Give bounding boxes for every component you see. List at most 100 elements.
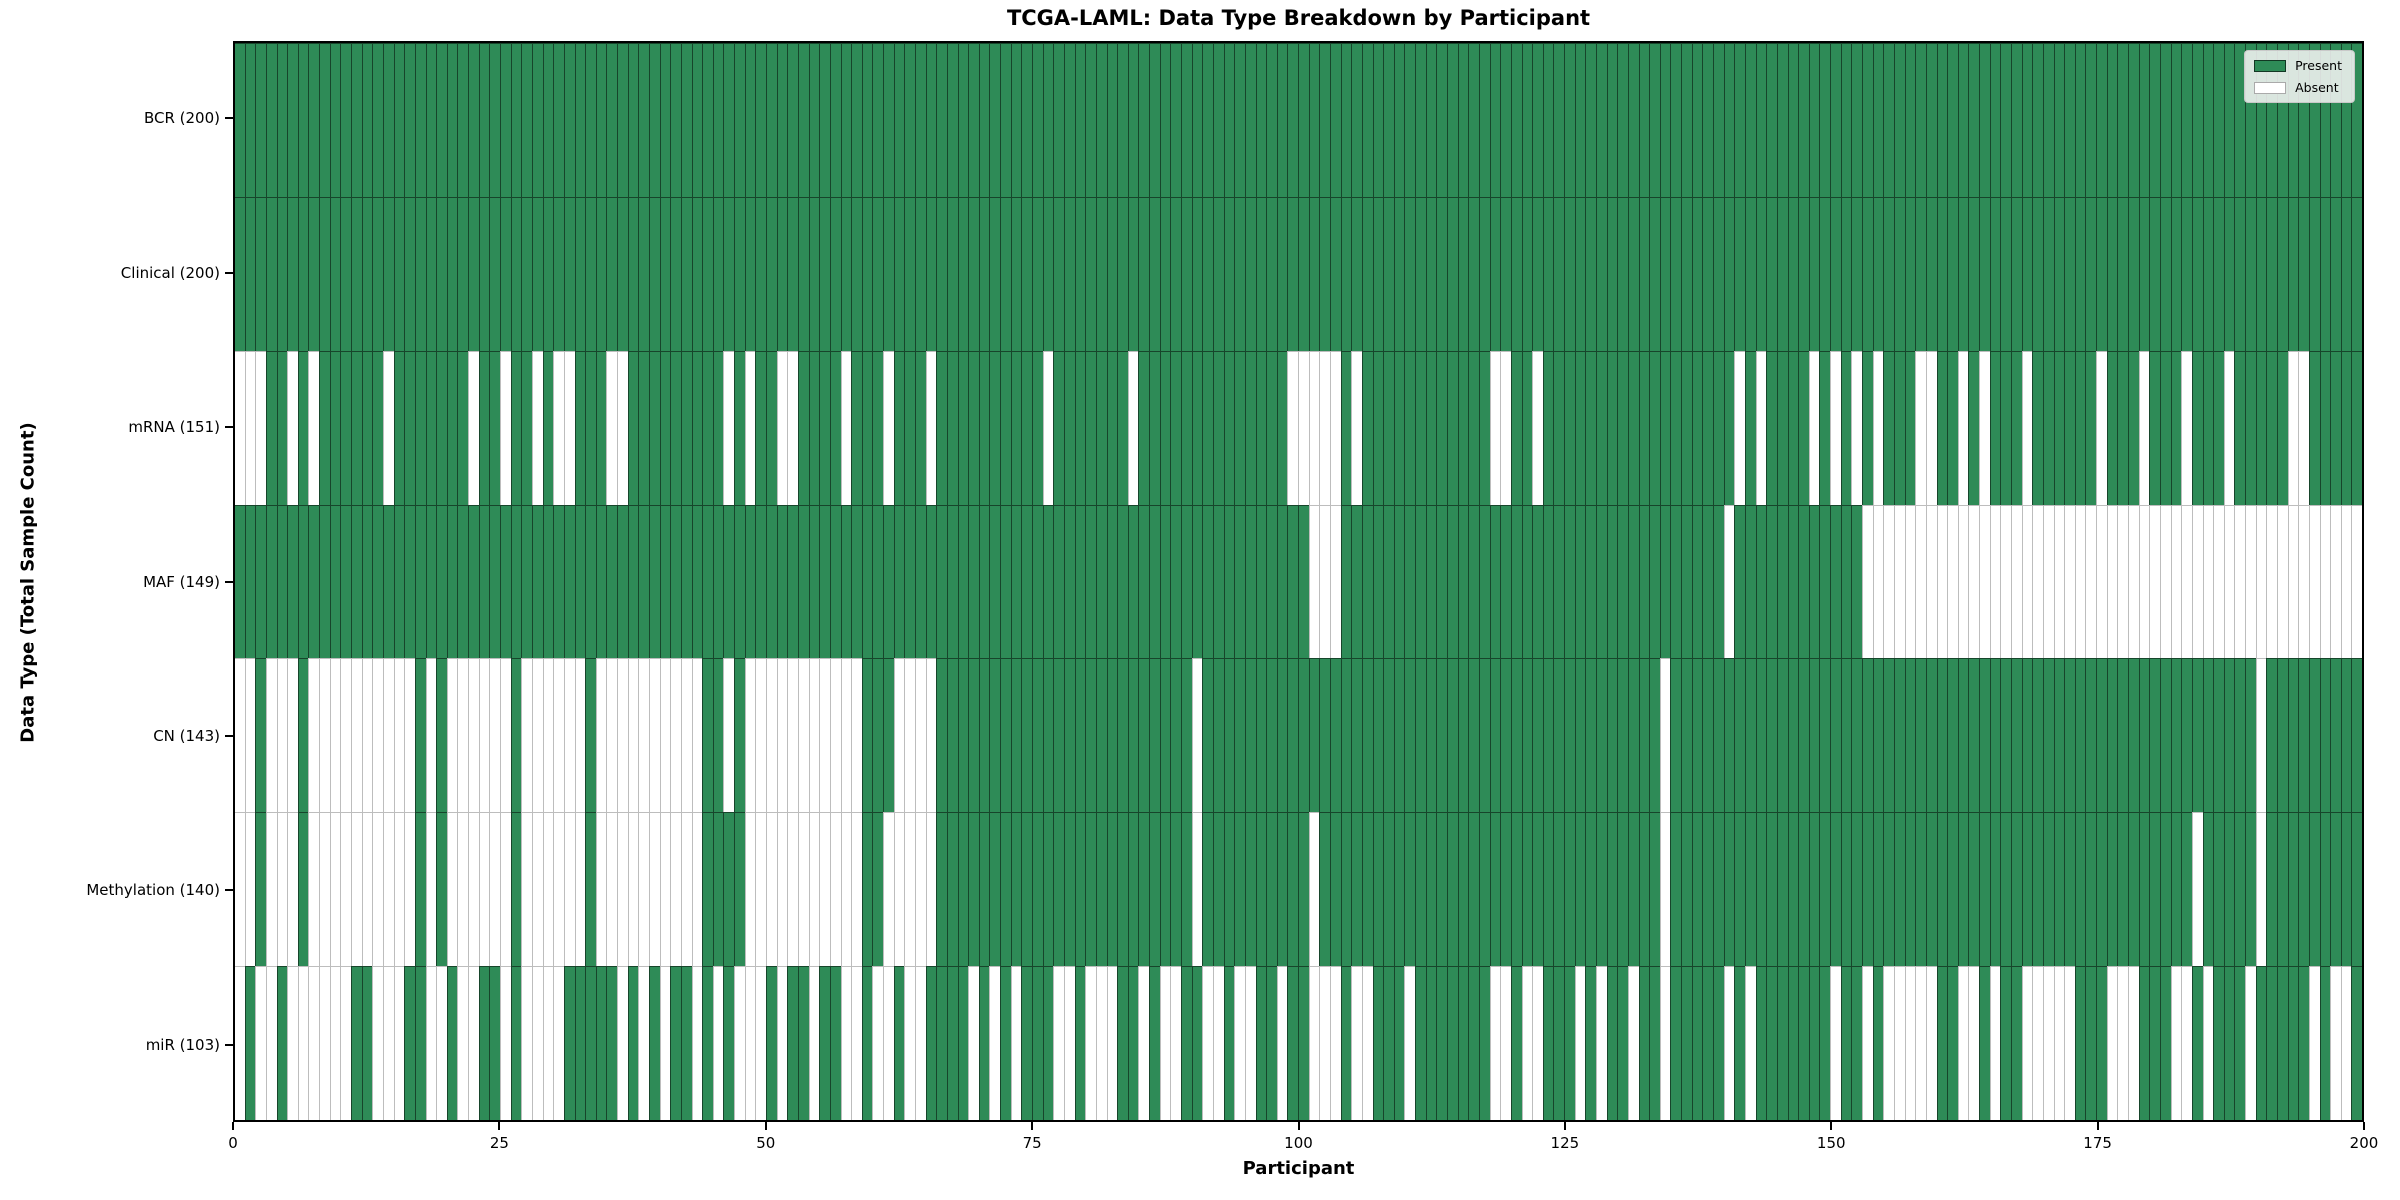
cell-miR-19 bbox=[436, 966, 447, 1121]
cell-BCR-180 bbox=[2149, 43, 2160, 197]
cell-Methylation-0 bbox=[235, 812, 245, 967]
cell-MAF-9 bbox=[329, 504, 341, 659]
cell-Methylation-41 bbox=[670, 812, 681, 967]
cell-MAF-19 bbox=[436, 504, 447, 659]
cell-BCR-45 bbox=[712, 43, 724, 197]
cell-miR-36 bbox=[617, 966, 628, 1121]
cell-mRNA-115 bbox=[1457, 350, 1469, 505]
cell-miR-157 bbox=[1904, 966, 1916, 1121]
cell-Clinical-38 bbox=[638, 196, 649, 351]
cell-Clinical-92 bbox=[1212, 196, 1224, 351]
cell-Methylation-92 bbox=[1212, 812, 1224, 967]
cell-BCR-59 bbox=[861, 43, 873, 197]
cell-MAF-48 bbox=[744, 504, 756, 659]
cell-MAF-106 bbox=[1361, 504, 1373, 659]
cell-CN-146 bbox=[1787, 658, 1799, 813]
cell-CN-78 bbox=[1063, 658, 1075, 813]
cell-MAF-37 bbox=[627, 504, 639, 659]
cell-Clinical-101 bbox=[1308, 196, 1320, 351]
cell-mRNA-193 bbox=[2287, 350, 2299, 505]
cell-BCR-131 bbox=[1627, 43, 1639, 197]
cell-MAF-121 bbox=[1521, 504, 1533, 659]
cell-BCR-148 bbox=[1808, 43, 1820, 197]
cell-CN-123 bbox=[1542, 658, 1554, 813]
cell-Methylation-156 bbox=[1893, 812, 1905, 967]
cell-Methylation-150 bbox=[1830, 812, 1841, 967]
cell-mRNA-47 bbox=[734, 350, 745, 505]
cell-Methylation-189 bbox=[2245, 812, 2256, 967]
y-tick-mark bbox=[225, 1043, 233, 1046]
cell-BCR-35 bbox=[606, 43, 618, 197]
cell-miR-127 bbox=[1585, 966, 1596, 1121]
cell-MAF-141 bbox=[1734, 504, 1745, 659]
cell-Methylation-163 bbox=[1968, 812, 1980, 967]
cell-MAF-80 bbox=[1085, 504, 1096, 659]
cell-mRNA-49 bbox=[755, 350, 767, 505]
cell-BCR-182 bbox=[2170, 43, 2182, 197]
cell-mRNA-5 bbox=[287, 350, 298, 505]
cell-Methylation-107 bbox=[1372, 812, 1384, 967]
cell-BCR-24 bbox=[489, 43, 501, 197]
cell-miR-4 bbox=[276, 966, 288, 1121]
cell-Clinical-125 bbox=[1564, 196, 1575, 351]
cell-CN-10 bbox=[340, 658, 352, 813]
cell-Methylation-139 bbox=[1713, 812, 1724, 967]
cell-mRNA-161 bbox=[1947, 350, 1958, 505]
cell-Clinical-188 bbox=[2234, 196, 2246, 351]
cell-BCR-17 bbox=[414, 43, 426, 197]
cell-Methylation-55 bbox=[819, 812, 830, 967]
cell-BCR-141 bbox=[1734, 43, 1745, 197]
cell-Methylation-198 bbox=[2340, 812, 2352, 967]
cell-Methylation-101 bbox=[1308, 812, 1320, 967]
cell-miR-172 bbox=[2064, 966, 2075, 1121]
cell-miR-61 bbox=[883, 966, 894, 1121]
cell-BCR-88 bbox=[1170, 43, 1182, 197]
cell-Methylation-127 bbox=[1585, 812, 1596, 967]
cell-MAF-163 bbox=[1968, 504, 1980, 659]
cell-BCR-99 bbox=[1287, 43, 1299, 197]
cell-Clinical-10 bbox=[340, 196, 352, 351]
cell-BCR-132 bbox=[1638, 43, 1650, 197]
cell-BCR-97 bbox=[1266, 43, 1277, 197]
cell-Methylation-74 bbox=[1021, 812, 1033, 967]
cell-BCR-40 bbox=[659, 43, 671, 197]
cell-Clinical-41 bbox=[670, 196, 681, 351]
cell-CN-9 bbox=[329, 658, 341, 813]
cell-Clinical-7 bbox=[308, 196, 320, 351]
cell-MAF-85 bbox=[1138, 504, 1150, 659]
cell-CN-56 bbox=[829, 658, 841, 813]
cell-miR-160 bbox=[1936, 966, 1948, 1121]
cell-BCR-15 bbox=[393, 43, 405, 197]
cell-BCR-36 bbox=[617, 43, 628, 197]
cell-Methylation-183 bbox=[2181, 812, 2192, 967]
cell-miR-183 bbox=[2181, 966, 2192, 1121]
cell-MAF-157 bbox=[1904, 504, 1916, 659]
cell-MAF-21 bbox=[457, 504, 469, 659]
cell-BCR-98 bbox=[1276, 43, 1288, 197]
cell-Clinical-141 bbox=[1734, 196, 1745, 351]
cell-MAF-120 bbox=[1510, 504, 1522, 659]
cell-BCR-154 bbox=[1872, 43, 1884, 197]
cell-Clinical-119 bbox=[1500, 196, 1511, 351]
cell-miR-192 bbox=[2277, 966, 2288, 1121]
cell-BCR-55 bbox=[819, 43, 830, 197]
cell-BCR-66 bbox=[936, 43, 947, 197]
cell-MAF-168 bbox=[2021, 504, 2033, 659]
cell-BCR-80 bbox=[1085, 43, 1096, 197]
cell-Clinical-130 bbox=[1617, 196, 1628, 351]
cell-CN-5 bbox=[287, 658, 298, 813]
cell-MAF-23 bbox=[478, 504, 490, 659]
cell-miR-16 bbox=[404, 966, 415, 1121]
cell-BCR-183 bbox=[2181, 43, 2192, 197]
cell-mRNA-170 bbox=[2042, 350, 2054, 505]
cell-miR-164 bbox=[1979, 966, 1990, 1121]
cell-mRNA-55 bbox=[819, 350, 830, 505]
cell-BCR-172 bbox=[2064, 43, 2075, 197]
cell-mRNA-42 bbox=[680, 350, 692, 505]
cell-miR-100 bbox=[1298, 966, 1309, 1121]
cell-mRNA-189 bbox=[2245, 350, 2256, 505]
cell-Clinical-123 bbox=[1542, 196, 1554, 351]
cell-mRNA-150 bbox=[1830, 350, 1841, 505]
cell-miR-122 bbox=[1532, 966, 1543, 1121]
x-tick-label-200: 200 bbox=[2349, 1134, 2379, 1152]
